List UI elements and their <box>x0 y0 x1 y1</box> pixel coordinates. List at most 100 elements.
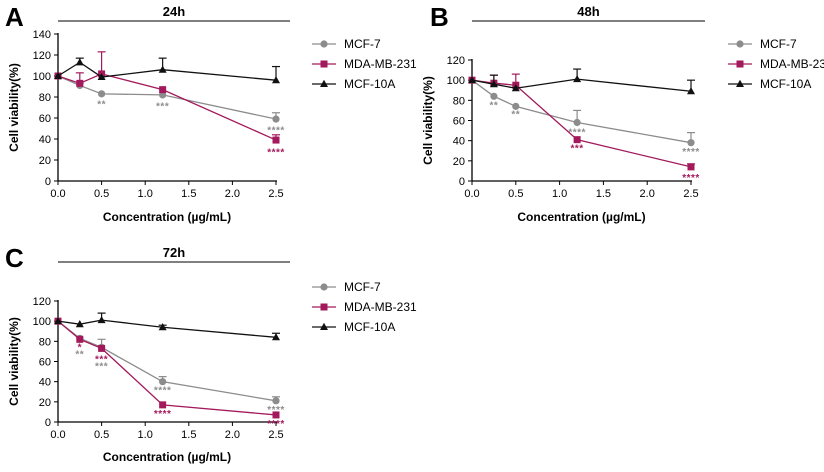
x-tick-label: 1.5 <box>181 188 196 200</box>
data-point <box>98 344 106 352</box>
y-tick-label: 20 <box>39 397 51 409</box>
data-point <box>97 72 106 81</box>
x-tick-label: 2.5 <box>268 188 283 200</box>
significance-label: ** <box>511 109 520 120</box>
legend-marker <box>736 40 744 48</box>
significance-label: ** <box>75 349 84 360</box>
panel-title: 72h <box>163 245 185 260</box>
legend-marker <box>320 322 328 330</box>
y-tick-label: 20 <box>39 155 51 167</box>
legend: MCF-7 MDA-MB-231 MCF-10A <box>312 37 417 91</box>
x-tick-label: 0.5 <box>94 188 109 200</box>
series-mda-mb-231 <box>54 51 280 144</box>
legend-marker <box>320 40 328 48</box>
x-tick-label: 1.0 <box>552 188 567 200</box>
series-line <box>471 78 692 92</box>
significance-label: **** <box>267 419 285 430</box>
data-point <box>573 136 581 144</box>
significance-label: **** <box>267 148 285 159</box>
significance-label: *** <box>95 354 108 365</box>
data-point <box>687 87 695 95</box>
y-tick-label: 100 <box>33 71 51 83</box>
series-mcf-7 <box>468 76 695 147</box>
panel-title: 48h <box>577 4 599 19</box>
x-tick-label: 0.0 <box>50 188 65 200</box>
legend-marker <box>320 283 328 291</box>
data-point <box>75 319 84 328</box>
legend-label: MCF-10A <box>760 77 811 91</box>
x-tick-label: 0.0 <box>50 429 65 441</box>
legend-marker <box>736 79 744 87</box>
data-point <box>687 163 695 171</box>
x-tick-label: 2.5 <box>268 429 283 441</box>
y-tick-label: 80 <box>453 95 465 107</box>
data-point <box>76 79 84 87</box>
data-point <box>98 90 106 98</box>
y-tick-label: 0 <box>459 176 465 188</box>
legend-label: MDA-MB-231 <box>344 300 417 314</box>
y-tick-label: 60 <box>453 116 465 128</box>
legend-label: MCF-10A <box>344 77 395 91</box>
y-tick-label: 80 <box>39 92 51 104</box>
x-tick-label: 2.0 <box>225 188 240 200</box>
significance-label: **** <box>267 405 285 416</box>
y-tick-label: 120 <box>33 296 51 308</box>
data-point <box>76 335 84 343</box>
series-line <box>57 319 277 338</box>
y-tick-label: 40 <box>39 377 51 389</box>
y-axis-label: Cell viability(%) <box>421 76 435 165</box>
panel-letter: C <box>5 243 24 273</box>
y-tick-label: 0 <box>45 176 51 188</box>
legend-marker <box>320 303 328 311</box>
y-axis-label: Cell viability(%) <box>7 317 21 406</box>
significance-label: *** <box>156 101 169 112</box>
y-tick-label: 120 <box>447 55 465 67</box>
data-point <box>512 102 520 110</box>
significance-label: ** <box>490 100 499 111</box>
y-tick-label: 120 <box>33 50 51 62</box>
series-mda-mb-231 <box>54 317 280 419</box>
data-point <box>158 65 167 73</box>
y-tick-label: 60 <box>39 113 51 125</box>
panel-c: C 72h 0 20 40 60 80 100 120 0.0 0.5 1.0 1.5 2.0 2.5 Con… <box>5 243 417 464</box>
series-mcf-10a <box>468 68 695 95</box>
y-tick-label: 60 <box>39 357 51 369</box>
data-point <box>511 84 520 92</box>
y-tick-label: 100 <box>447 75 465 87</box>
x-axis-label: Concentration (µg/mL) <box>517 210 645 224</box>
significance-label: * <box>78 342 82 353</box>
y-tick-label: 40 <box>453 136 465 148</box>
significance-label: *** <box>571 144 584 155</box>
x-axis-label: Concentration (µg/mL) <box>103 210 231 224</box>
data-point <box>159 86 167 94</box>
legend-label: MDA-MB-231 <box>760 57 824 71</box>
x-axis-label: Concentration (µg/mL) <box>103 450 231 464</box>
significance-label: **** <box>568 128 586 139</box>
data-point <box>159 378 167 386</box>
data-point <box>97 315 106 324</box>
data-point <box>468 75 476 84</box>
series-line <box>57 61 277 81</box>
data-point <box>272 333 280 341</box>
y-tick-label: 80 <box>39 336 51 348</box>
data-point <box>272 136 280 144</box>
significance-label: **** <box>267 126 285 137</box>
data-point <box>490 92 498 100</box>
x-tick-label: 1.0 <box>138 188 153 200</box>
x-tick-label: 1.0 <box>138 429 153 441</box>
legend-label: MCF-7 <box>760 37 797 51</box>
data-point <box>489 80 498 88</box>
x-tick-label: 0.5 <box>94 429 109 441</box>
series-line <box>57 75 277 120</box>
data-point <box>272 411 280 419</box>
legend: MCF-7 MDA-MB-231 MCF-10A <box>312 280 417 334</box>
panel-letter: A <box>5 2 24 32</box>
legend-marker <box>736 60 744 68</box>
data-point <box>75 58 84 66</box>
significance-label: *** <box>95 362 108 373</box>
data-point <box>158 323 167 331</box>
data-point <box>272 397 280 405</box>
data-point <box>159 401 167 409</box>
